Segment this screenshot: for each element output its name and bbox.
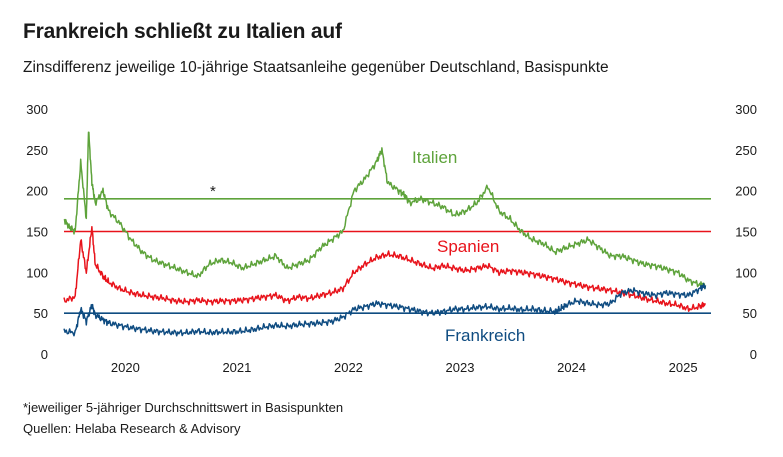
x-tick: 2020	[111, 360, 140, 375]
x-tick: 2023	[446, 360, 475, 375]
y-axis-left: 0 50 100 150 200 250 300	[26, 102, 48, 362]
x-tick: 2022	[334, 360, 363, 375]
y-tick-left: 200	[26, 184, 48, 199]
series-label-frankreich: Frankreich	[445, 326, 525, 345]
y-tick-right: 250	[735, 143, 757, 158]
chart-subtitle: Zinsdifferenz jeweilige 10-jährige Staat…	[23, 59, 609, 76]
y-tick-right: 200	[735, 184, 757, 199]
x-tick: 2024	[557, 360, 586, 375]
y-tick-left: 250	[26, 143, 48, 158]
x-tick: 2025	[669, 360, 698, 375]
y-axis-right: 0 50 100 150 200 250 300	[735, 102, 757, 362]
line-chart: 0 50 100 150 200 250 300 0 50 100 150 200 250 300 20…	[26, 102, 757, 375]
y-tick-right: 300	[735, 102, 757, 117]
series-lines	[63, 131, 707, 337]
series-line-frankreich	[63, 282, 707, 337]
y-tick-left: 300	[26, 102, 48, 117]
footnote: *jeweiliger 5-jähriger Durchschnittswert…	[23, 400, 344, 415]
reference-lines	[64, 198, 711, 314]
annotation-asterisk: *	[210, 183, 216, 200]
y-tick-right: 150	[735, 225, 757, 240]
series-label-italien: Italien	[412, 148, 457, 167]
series-line-spanien	[63, 225, 707, 312]
source-note: Quellen: Helaba Research & Advisory	[23, 421, 241, 436]
y-tick-right: 100	[735, 265, 757, 280]
y-tick-left: 50	[34, 306, 48, 321]
y-tick-left: 0	[41, 347, 48, 362]
series-labels: Italien Spanien Frankreich	[412, 148, 525, 345]
y-tick-right: 0	[750, 347, 757, 362]
series-line-italien	[63, 131, 707, 290]
series-label-spanien: Spanien	[437, 237, 499, 256]
x-axis: 2020 2021 2022 2023 2024 2025	[111, 360, 698, 375]
y-tick-right: 50	[743, 306, 757, 321]
y-tick-left: 150	[26, 225, 48, 240]
chart-title: Frankreich schließt zu Italien auf	[23, 20, 342, 43]
y-tick-left: 100	[26, 265, 48, 280]
x-tick: 2021	[222, 360, 251, 375]
